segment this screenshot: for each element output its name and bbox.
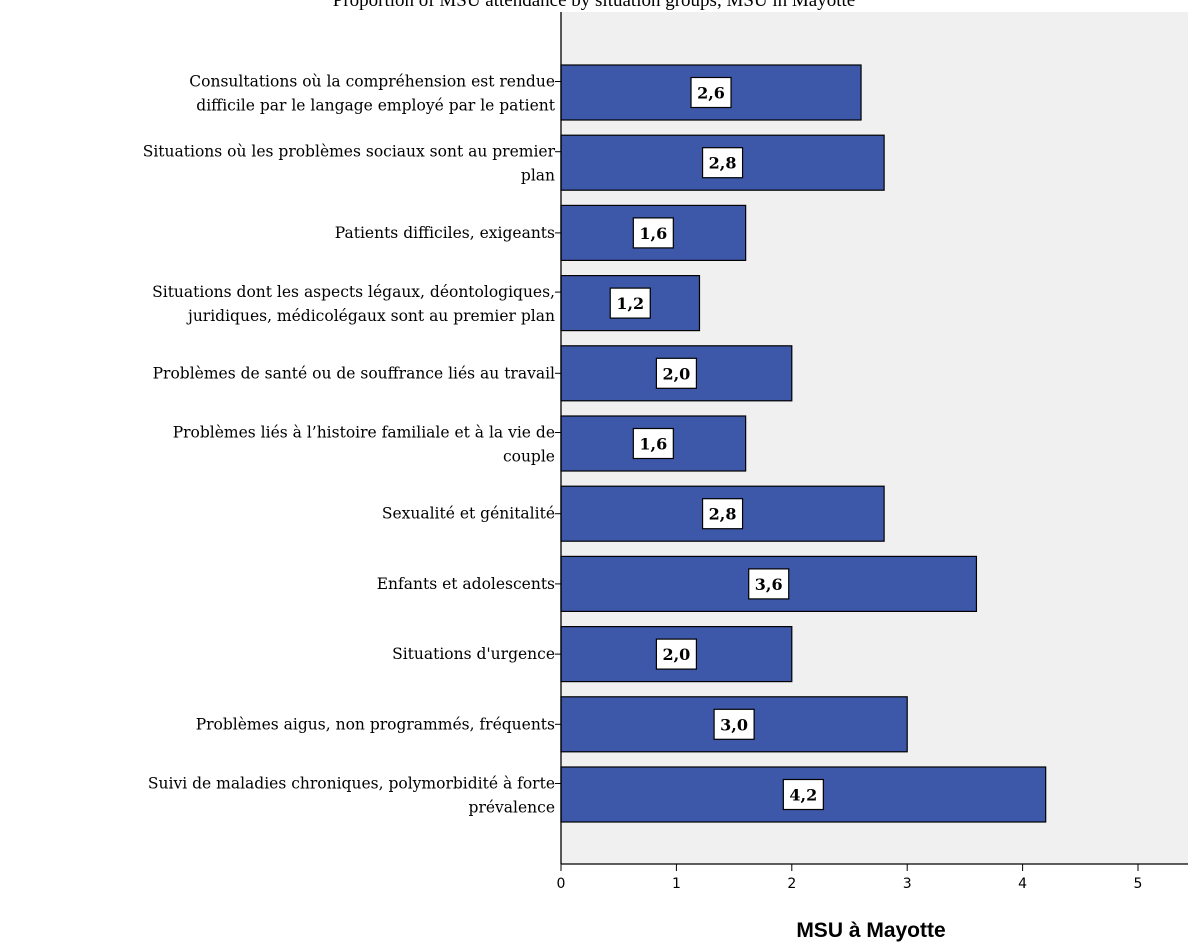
x-tick-label: 1 — [672, 876, 681, 892]
x-tick-label: 0 — [557, 876, 566, 892]
data-label: 4,2 — [789, 786, 817, 805]
category-label: Situations où les problèmes sociaux sont… — [143, 143, 556, 185]
data-label-box — [713, 708, 755, 740]
data-label: 1,6 — [639, 224, 667, 243]
category-label: Patients difficiles, exigeants — [335, 224, 555, 242]
data-label: 3,0 — [720, 715, 748, 734]
x-tick-label: 2 — [787, 876, 796, 892]
data-label-box — [655, 357, 698, 389]
data-label-box — [782, 778, 824, 811]
cropped-caption: Proportion of MSU attendance by situatio… — [332, 0, 856, 11]
data-label-box — [632, 427, 674, 460]
data-label: 2,8 — [709, 154, 737, 173]
data-label: 1,2 — [616, 294, 644, 313]
data-label-box — [655, 638, 698, 670]
category-label: Enfants et adolescents — [377, 575, 555, 593]
data-label-box — [701, 498, 744, 530]
data-label: 3,6 — [755, 575, 783, 594]
data-label: 2,6 — [697, 84, 725, 103]
category-label: Problèmes aigus, non programmés, fréquen… — [196, 715, 555, 733]
data-label: 2,8 — [709, 505, 737, 524]
data-label: 2,0 — [662, 645, 690, 664]
x-tick-label: 5 — [1134, 876, 1143, 892]
category-label: Situations dont les aspects légaux, déon… — [152, 283, 555, 325]
category-label: Consultations où la compréhension est re… — [189, 73, 555, 115]
category-label: Situations d'urgence — [392, 645, 555, 663]
x-tick-label: 3 — [903, 876, 912, 892]
data-label-box — [632, 217, 674, 249]
category-label: Problèmes de santé ou de souffrance liés… — [153, 364, 555, 382]
data-label-box — [690, 76, 732, 109]
data-label-box — [609, 287, 651, 319]
x-axis-title: MSU à Mayotte — [796, 919, 945, 942]
data-label-box — [748, 568, 790, 600]
category-label: Problèmes liés à l’histoire familiale et… — [173, 424, 555, 466]
data-label: 2,0 — [662, 364, 690, 383]
data-label-box — [701, 147, 744, 179]
x-tick-label: 4 — [1018, 876, 1027, 892]
category-label: Suivi de maladies chroniques, polymorbid… — [148, 775, 555, 817]
category-label: Sexualité et génitalité — [382, 505, 555, 523]
data-label: 1,6 — [639, 435, 667, 454]
